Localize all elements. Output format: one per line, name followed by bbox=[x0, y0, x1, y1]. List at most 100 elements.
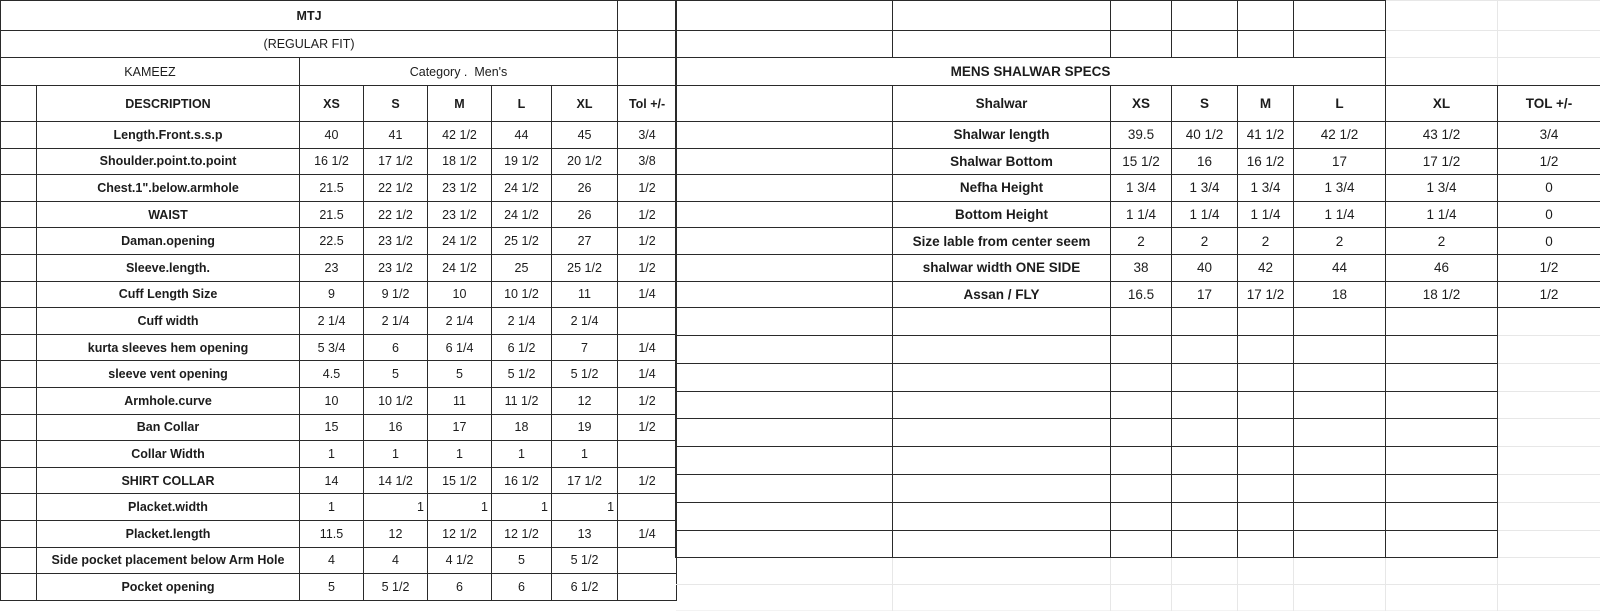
size-value-cell[interactable]: 17 bbox=[1171, 280, 1238, 309]
size-value-cell[interactable]: 13 bbox=[550, 519, 619, 548]
size-value-cell[interactable]: 16.5 bbox=[1110, 280, 1172, 309]
spec-label-cell[interactable]: Assan / FLY bbox=[892, 280, 1111, 309]
spec-label-cell[interactable]: shalwar width ONE SIDE bbox=[892, 253, 1111, 282]
spec-label-cell[interactable]: Length.Front.s.s.p bbox=[36, 121, 300, 149]
size-value-cell[interactable]: 16 1/2 bbox=[1237, 147, 1294, 176]
spec-label-cell[interactable]: Nefha Height bbox=[892, 174, 1111, 202]
size-value-cell[interactable]: 1 bbox=[550, 493, 619, 521]
size-value-cell[interactable]: 6 bbox=[363, 333, 428, 362]
size-value-cell[interactable]: 1 1/4 bbox=[1237, 200, 1294, 229]
tolerance-cell[interactable]: 3/4 bbox=[1497, 121, 1600, 149]
column-header-tol[interactable]: Tol +/- bbox=[617, 85, 678, 122]
column-header-m[interactable]: M bbox=[427, 85, 492, 122]
column-header-xl[interactable]: XL bbox=[1385, 85, 1498, 122]
size-value-cell[interactable]: 16 1/2 bbox=[491, 466, 552, 495]
size-value-cell[interactable]: 18 bbox=[1293, 280, 1386, 309]
size-value-cell[interactable]: 23 1/2 bbox=[427, 174, 492, 202]
size-value-cell[interactable]: 6 bbox=[427, 573, 492, 601]
size-value-cell[interactable]: 1 1/4 bbox=[1110, 200, 1172, 229]
size-value-cell[interactable]: 22 1/2 bbox=[363, 200, 428, 229]
size-value-cell[interactable]: 40 bbox=[1171, 253, 1238, 282]
size-value-cell[interactable]: 12 bbox=[363, 519, 428, 548]
size-value-cell[interactable]: 1 3/4 bbox=[1385, 174, 1498, 202]
size-value-cell[interactable]: 1 bbox=[491, 493, 552, 521]
shalwar-specs-title-cell[interactable]: MENS SHALWAR SPECS bbox=[675, 57, 1386, 86]
column-header-xs[interactable]: XS bbox=[1110, 85, 1172, 122]
size-value-cell[interactable]: 24 1/2 bbox=[491, 200, 552, 229]
size-value-cell[interactable]: 24 1/2 bbox=[427, 253, 492, 282]
tolerance-cell[interactable] bbox=[617, 440, 678, 468]
size-value-cell[interactable]: 16 1/2 bbox=[299, 147, 364, 176]
tolerance-cell[interactable]: 1/2 bbox=[617, 413, 678, 442]
column-header-description[interactable]: DESCRIPTION bbox=[36, 85, 300, 122]
tolerance-cell[interactable]: 0 bbox=[1497, 227, 1600, 255]
size-value-cell[interactable]: 10 bbox=[299, 386, 364, 415]
size-value-cell[interactable]: 1 bbox=[299, 440, 364, 468]
column-header-m[interactable]: M bbox=[1237, 85, 1294, 122]
size-value-cell[interactable]: 19 1/2 bbox=[491, 147, 552, 176]
size-value-cell[interactable]: 40 bbox=[299, 121, 364, 149]
tolerance-cell[interactable]: 3/8 bbox=[617, 147, 678, 176]
size-value-cell[interactable]: 11 bbox=[550, 280, 619, 309]
size-value-cell[interactable]: 16 bbox=[1171, 147, 1238, 176]
spec-label-cell[interactable]: kurta sleeves hem opening bbox=[36, 333, 300, 362]
size-value-cell[interactable]: 1 1/4 bbox=[1385, 200, 1498, 229]
size-value-cell[interactable]: 5 1/2 bbox=[550, 546, 619, 575]
column-header-shalwar[interactable]: Shalwar bbox=[892, 85, 1111, 122]
size-value-cell[interactable]: 6 1/4 bbox=[427, 333, 492, 362]
size-value-cell[interactable]: 2 1/4 bbox=[427, 307, 492, 335]
size-value-cell[interactable]: 39.5 bbox=[1110, 121, 1172, 149]
column-header-xs[interactable]: XS bbox=[299, 85, 364, 122]
size-value-cell[interactable]: 11.5 bbox=[299, 519, 364, 548]
tolerance-cell[interactable]: 1/2 bbox=[617, 200, 678, 229]
spec-label-cell[interactable]: Size lable from center seem bbox=[892, 227, 1111, 255]
size-value-cell[interactable]: 14 1/2 bbox=[363, 466, 428, 495]
spec-label-cell[interactable]: Side pocket placement below Arm Hole bbox=[36, 546, 300, 575]
size-value-cell[interactable]: 23 bbox=[299, 253, 364, 282]
size-value-cell[interactable]: 2 bbox=[1237, 227, 1294, 255]
size-value-cell[interactable]: 2 bbox=[1171, 227, 1238, 255]
size-value-cell[interactable]: 4.5 bbox=[299, 360, 364, 388]
size-value-cell[interactable]: 17 bbox=[427, 413, 492, 442]
column-header-s[interactable]: S bbox=[1171, 85, 1238, 122]
size-value-cell[interactable]: 17 1/2 bbox=[1237, 280, 1294, 309]
size-value-cell[interactable]: 25 bbox=[491, 253, 552, 282]
size-value-cell[interactable]: 11 bbox=[427, 386, 492, 415]
size-value-cell[interactable]: 1 1/4 bbox=[1171, 200, 1238, 229]
size-value-cell[interactable]: 21.5 bbox=[299, 174, 364, 202]
size-value-cell[interactable]: 2 1/4 bbox=[550, 307, 619, 335]
size-value-cell[interactable]: 24 1/2 bbox=[427, 227, 492, 255]
size-value-cell[interactable]: 5 3/4 bbox=[299, 333, 364, 362]
size-value-cell[interactable]: 26 bbox=[550, 200, 619, 229]
size-value-cell[interactable]: 20 1/2 bbox=[550, 147, 619, 176]
size-value-cell[interactable]: 1 3/4 bbox=[1293, 174, 1386, 202]
spec-label-cell[interactable]: Ban Collar bbox=[36, 413, 300, 442]
size-value-cell[interactable]: 15 1/2 bbox=[427, 466, 492, 495]
size-value-cell[interactable]: 1 3/4 bbox=[1171, 174, 1238, 202]
size-value-cell[interactable]: 23 1/2 bbox=[427, 200, 492, 229]
size-value-cell[interactable]: 2 bbox=[1293, 227, 1386, 255]
size-value-cell[interactable]: 6 1/2 bbox=[550, 573, 619, 601]
category-cell[interactable]: Category . Men's bbox=[298, 57, 619, 86]
size-value-cell[interactable]: 18 1/2 bbox=[1385, 280, 1498, 309]
size-value-cell[interactable]: 5 bbox=[491, 546, 552, 575]
spec-label-cell[interactable]: sleeve vent opening bbox=[36, 360, 300, 388]
size-value-cell[interactable]: 5 1/2 bbox=[363, 573, 428, 601]
tolerance-cell[interactable]: 1/2 bbox=[617, 253, 678, 282]
size-value-cell[interactable]: 1 bbox=[491, 440, 552, 468]
size-value-cell[interactable]: 1 bbox=[427, 440, 492, 468]
size-value-cell[interactable]: 1 1/4 bbox=[1293, 200, 1386, 229]
size-value-cell[interactable]: 17 1/2 bbox=[550, 466, 619, 495]
spec-label-cell[interactable]: Pocket opening bbox=[36, 573, 300, 601]
spec-label-cell[interactable]: Armhole.curve bbox=[36, 386, 300, 415]
size-value-cell[interactable]: 4 bbox=[299, 546, 364, 575]
spec-label-cell[interactable]: Shalwar length bbox=[892, 121, 1111, 149]
size-value-cell[interactable]: 11 1/2 bbox=[491, 386, 552, 415]
fit-subtitle-cell[interactable]: (REGULAR FIT) bbox=[0, 30, 619, 58]
spec-label-cell[interactable]: Daman.opening bbox=[36, 227, 300, 255]
size-value-cell[interactable]: 2 1/4 bbox=[363, 307, 428, 335]
column-header-tol[interactable]: TOL +/- bbox=[1497, 85, 1600, 122]
size-value-cell[interactable]: 27 bbox=[550, 227, 619, 255]
tolerance-cell[interactable]: 1/2 bbox=[1497, 147, 1600, 176]
size-value-cell[interactable]: 10 1/2 bbox=[491, 280, 552, 309]
